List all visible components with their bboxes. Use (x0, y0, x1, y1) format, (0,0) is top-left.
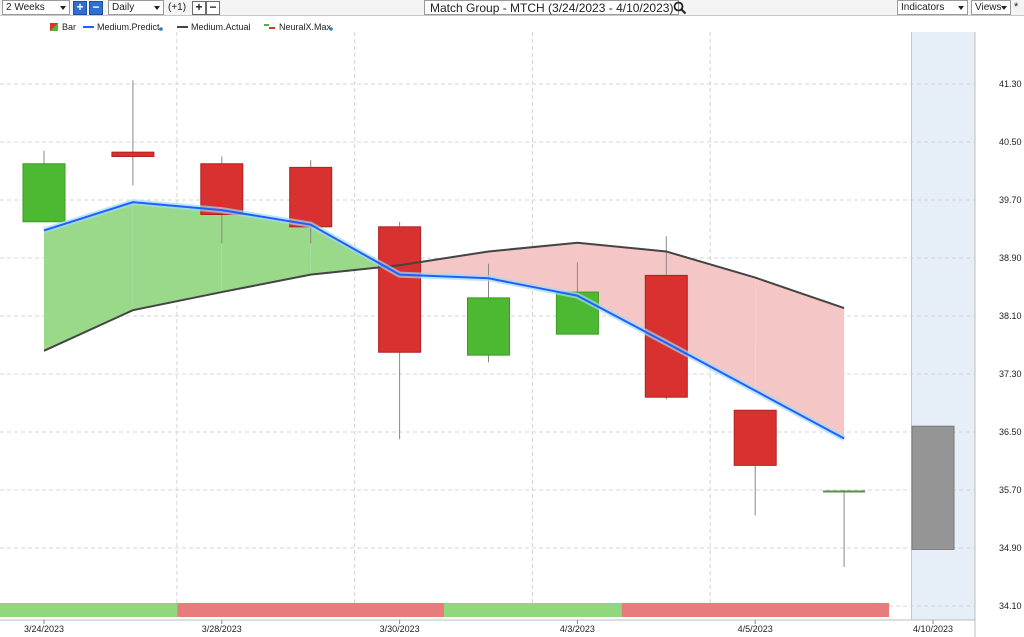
fill-segment (755, 277, 845, 439)
chart-title: Match Group - MTCH (3/24/2023 - 4/10/202… (430, 1, 674, 15)
candle-body (733, 409, 777, 466)
fill-segment (44, 202, 133, 351)
neuralx-segment (0, 603, 89, 617)
candle-body (911, 425, 955, 550)
candle (911, 425, 955, 550)
y-tick-label: 39.70 (999, 195, 1022, 205)
candles (22, 80, 955, 567)
candle (733, 409, 777, 516)
legend-label-medium-actual: Medium.Actual (191, 22, 251, 32)
legend-item-neuralx-max[interactable]: NeuralX.Max (264, 22, 333, 32)
neuralx-segment (88, 603, 178, 617)
period-select[interactable]: 2 Weeks (2, 0, 70, 15)
candle (467, 263, 510, 363)
y-tick-label: 37.30 (999, 369, 1022, 379)
y-tick-label: 35.70 (999, 485, 1022, 495)
zoom-out-button[interactable]: − (89, 1, 103, 15)
offset-decrease-button[interactable]: − (206, 1, 220, 15)
minus-icon: − (209, 0, 217, 14)
legend: Bar Medium.Predict Medium.Actual NeuralX… (50, 22, 333, 32)
y-tick-label: 38.90 (999, 253, 1022, 263)
fill-segment (221, 210, 311, 293)
x-tick-label: 3/30/2023 (380, 624, 420, 634)
candle (823, 490, 866, 567)
candle-body (289, 166, 333, 228)
x-tick-label: 4/10/2023 (913, 624, 953, 634)
bar-swatch-down (50, 23, 58, 31)
candle-body (467, 297, 510, 356)
neuralx-bar (0, 603, 890, 617)
predict-actual-fill (44, 202, 845, 439)
fill-segment (666, 251, 756, 391)
candle (111, 80, 155, 186)
chevron-down-icon (1001, 6, 1007, 10)
neuralx-segment (444, 603, 534, 617)
indicator-lines (43, 199, 846, 442)
chart-title-box[interactable]: Match Group - MTCH (3/24/2023 - 4/10/202… (424, 0, 680, 15)
y-tick-label: 34.90 (999, 543, 1022, 553)
neuralx-segment (177, 603, 267, 617)
y-tick-label: 41.30 (999, 79, 1022, 89)
info-dot-icon[interactable] (329, 27, 333, 31)
views-select-value: Views (975, 2, 1002, 13)
chevron-down-icon (60, 6, 66, 10)
candle-body (378, 226, 422, 353)
y-tick-label: 38.10 (999, 311, 1022, 321)
price-chart: 41.30 40.50 39.70 38.90 38.10 37.30 36.50 35.70… (0, 22, 1022, 637)
legend-label-neuralx-max: NeuralX.Max (279, 22, 332, 32)
search-icon[interactable] (673, 1, 687, 15)
legend-label-medium-predict: Medium.Predict (97, 22, 160, 32)
medium-predict-line (43, 201, 845, 440)
fill-segment (132, 202, 222, 311)
neuralx-segment (266, 603, 356, 617)
y-axis: 41.30 40.50 39.70 38.90 38.10 37.30 36.50 35.70… (974, 32, 1022, 637)
toolbar: 2 Weeks + − Daily (+1) + − Match Group -… (0, 0, 1024, 16)
y-tick-label: 40.50 (999, 137, 1022, 147)
x-tick-label: 3/28/2023 (202, 624, 242, 634)
candle-body (111, 151, 155, 157)
chevron-down-icon (958, 6, 964, 10)
neuralx-segment (710, 603, 801, 617)
legend-item-bar[interactable]: Bar (50, 22, 76, 32)
indicators-select[interactable]: Indicators (897, 0, 968, 15)
chevron-down-icon (154, 6, 160, 10)
fill-segment (399, 251, 489, 279)
y-tick-label: 36.50 (999, 427, 1022, 437)
candle (22, 150, 66, 223)
x-axis: 3/24/2023 3/28/2023 3/30/2023 4/3/2023 4/5/2… (0, 619, 975, 634)
offset-increase-button[interactable]: + (192, 1, 206, 15)
neuralx-segment (355, 603, 445, 617)
zoom-in-button[interactable]: + (73, 1, 87, 15)
candle (289, 160, 333, 244)
views-select[interactable]: Views (971, 0, 1011, 15)
interval-select[interactable]: Daily (108, 0, 164, 15)
period-select-value: 2 Weeks (6, 2, 45, 13)
neuralx-segment (621, 603, 712, 617)
neuralx-segment (799, 603, 890, 617)
indicators-select-value: Indicators (901, 2, 945, 13)
x-tick-label: 4/3/2023 (560, 624, 595, 634)
x-tick-label: 4/5/2023 (738, 624, 773, 634)
candle-body (22, 163, 66, 223)
asterisk-icon[interactable]: * (1014, 1, 1019, 13)
y-tick-label: 34.10 (999, 601, 1022, 611)
offset-label: (+1) (168, 2, 187, 13)
legend-item-medium-predict[interactable]: Medium.Predict (83, 22, 163, 32)
plus-icon: + (195, 0, 203, 14)
x-tick-label: 3/24/2023 (24, 624, 64, 634)
plus-icon: + (76, 0, 84, 14)
neuralx-segment (532, 603, 623, 617)
interval-select-value: Daily (112, 2, 135, 13)
minus-icon: − (92, 0, 100, 14)
legend-item-medium-actual[interactable]: Medium.Actual (177, 22, 251, 32)
candle (378, 221, 422, 440)
legend-label-bar: Bar (62, 22, 76, 32)
fill-segment (577, 242, 667, 343)
medium-actual-line (43, 241, 845, 352)
info-dot-icon[interactable] (159, 27, 163, 31)
